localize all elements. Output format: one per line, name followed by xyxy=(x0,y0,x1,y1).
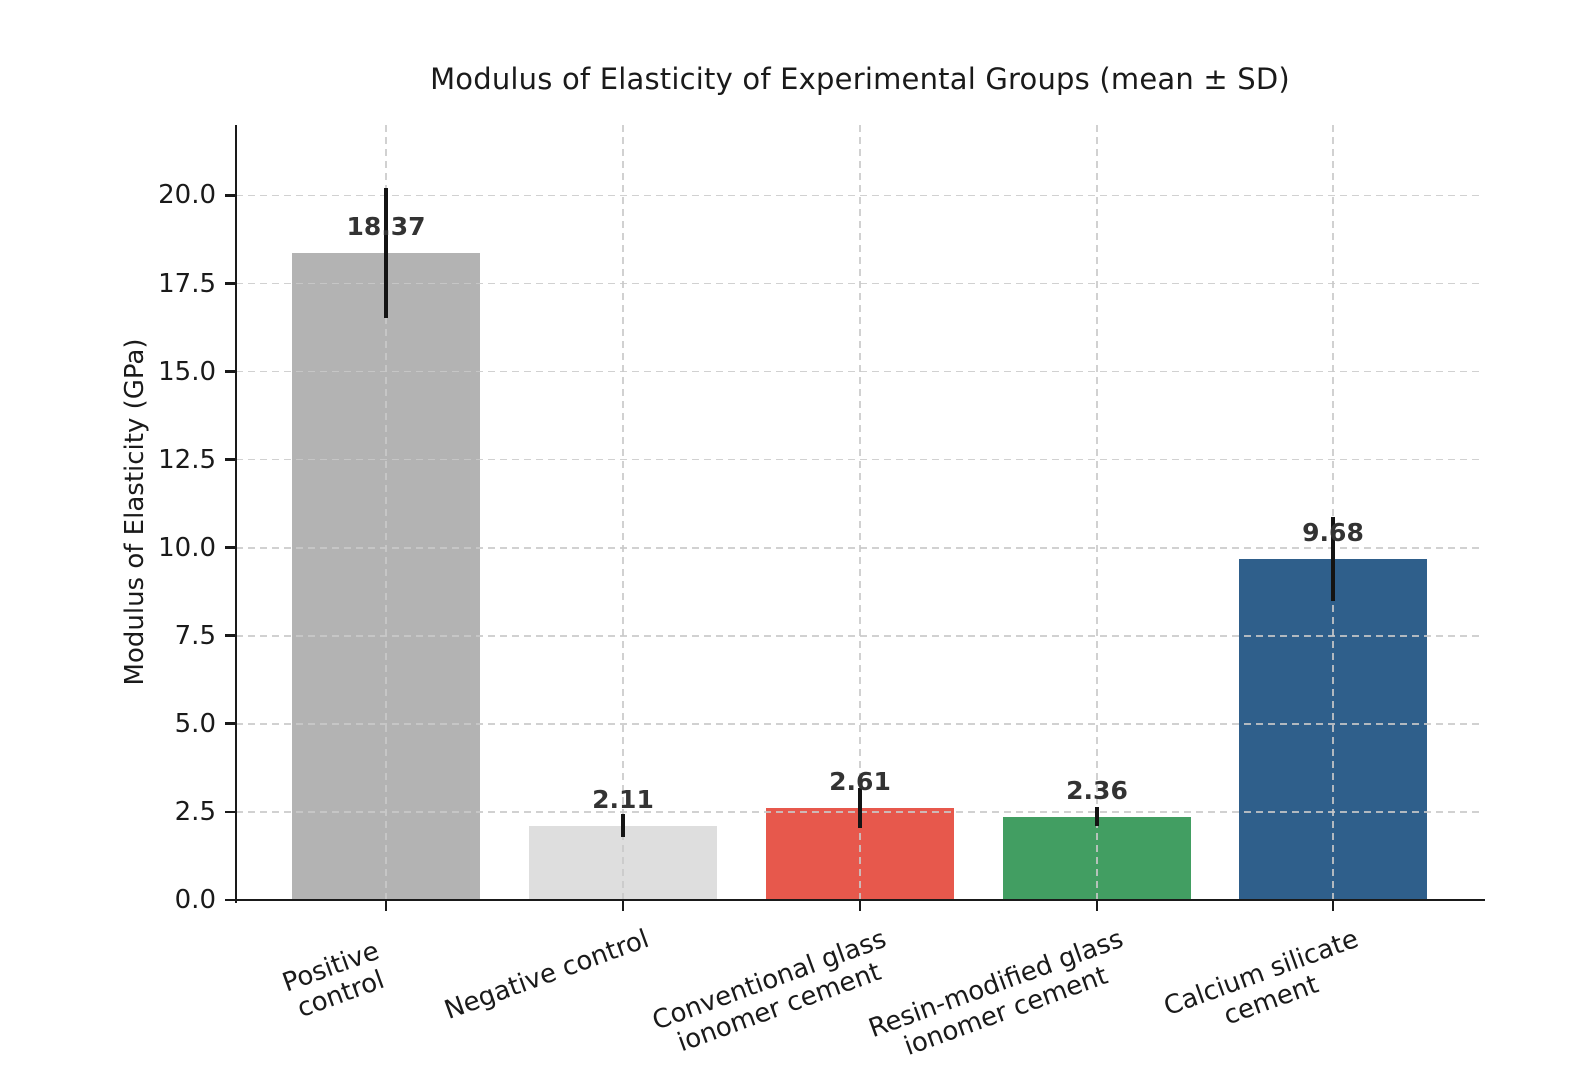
x-tick-label: Negative control xyxy=(440,924,653,1026)
vertical-gridline xyxy=(859,125,861,900)
y-tick xyxy=(224,458,235,462)
x-tick xyxy=(858,901,862,912)
vertical-gridline xyxy=(1332,125,1334,900)
y-tick-label: 15.0 xyxy=(158,356,216,387)
y-axis-line xyxy=(234,125,238,903)
y-tick-label: 2.5 xyxy=(174,796,216,827)
bar-value-label: 2.11 xyxy=(592,784,654,814)
bar-value-label: 18.37 xyxy=(346,211,426,241)
x-tick xyxy=(1095,901,1099,912)
x-tick-label: Calcium silicate cement xyxy=(1160,924,1363,1032)
y-tick xyxy=(224,370,235,373)
y-tick xyxy=(224,634,235,638)
y-tick-label: 0.0 xyxy=(174,885,216,915)
error-bar xyxy=(621,814,625,838)
y-tick xyxy=(224,810,235,814)
y-tick-label: 5.0 xyxy=(174,708,216,739)
y-tick-label: 17.5 xyxy=(158,268,216,299)
y-tick xyxy=(224,282,235,285)
error-bar xyxy=(858,788,862,828)
x-tick-label: Positive control xyxy=(278,935,389,1025)
chart-title: Modulus of Elasticity of Experimental Gr… xyxy=(430,62,1290,96)
y-tick-label: 20.0 xyxy=(158,180,216,211)
error-bar xyxy=(1331,516,1335,602)
x-tick xyxy=(621,901,625,912)
y-tick-label: 10.0 xyxy=(158,532,216,563)
x-tick-label: Conventional glass ionomer cement xyxy=(648,924,890,1059)
vertical-gridline xyxy=(1096,125,1098,900)
error-bar xyxy=(1095,807,1099,827)
y-tick xyxy=(224,722,235,726)
y-tick xyxy=(224,194,235,197)
y-tick-label: 12.5 xyxy=(158,444,216,475)
x-axis-line xyxy=(234,898,1486,902)
bar-value-label: 2.61 xyxy=(829,767,891,797)
y-tick xyxy=(224,898,235,902)
y-tick-label: 7.5 xyxy=(174,620,216,651)
y-tick xyxy=(224,546,235,550)
plot-area: 18.37 2.11 2.61 2.36 9.68 0.0 2.5 5.0 7.5 10.0 12.… xyxy=(158,125,1486,1062)
bar-value-label: 2.36 xyxy=(1066,775,1128,805)
x-tick-label: Resin-modified glass ionomer cement xyxy=(864,924,1127,1063)
x-tick xyxy=(1331,901,1335,912)
vertical-gridline xyxy=(385,125,387,900)
error-bar xyxy=(384,187,388,319)
bar-value-label: 9.68 xyxy=(1302,518,1364,547)
x-tick xyxy=(384,901,388,912)
vertical-gridline xyxy=(622,125,624,900)
